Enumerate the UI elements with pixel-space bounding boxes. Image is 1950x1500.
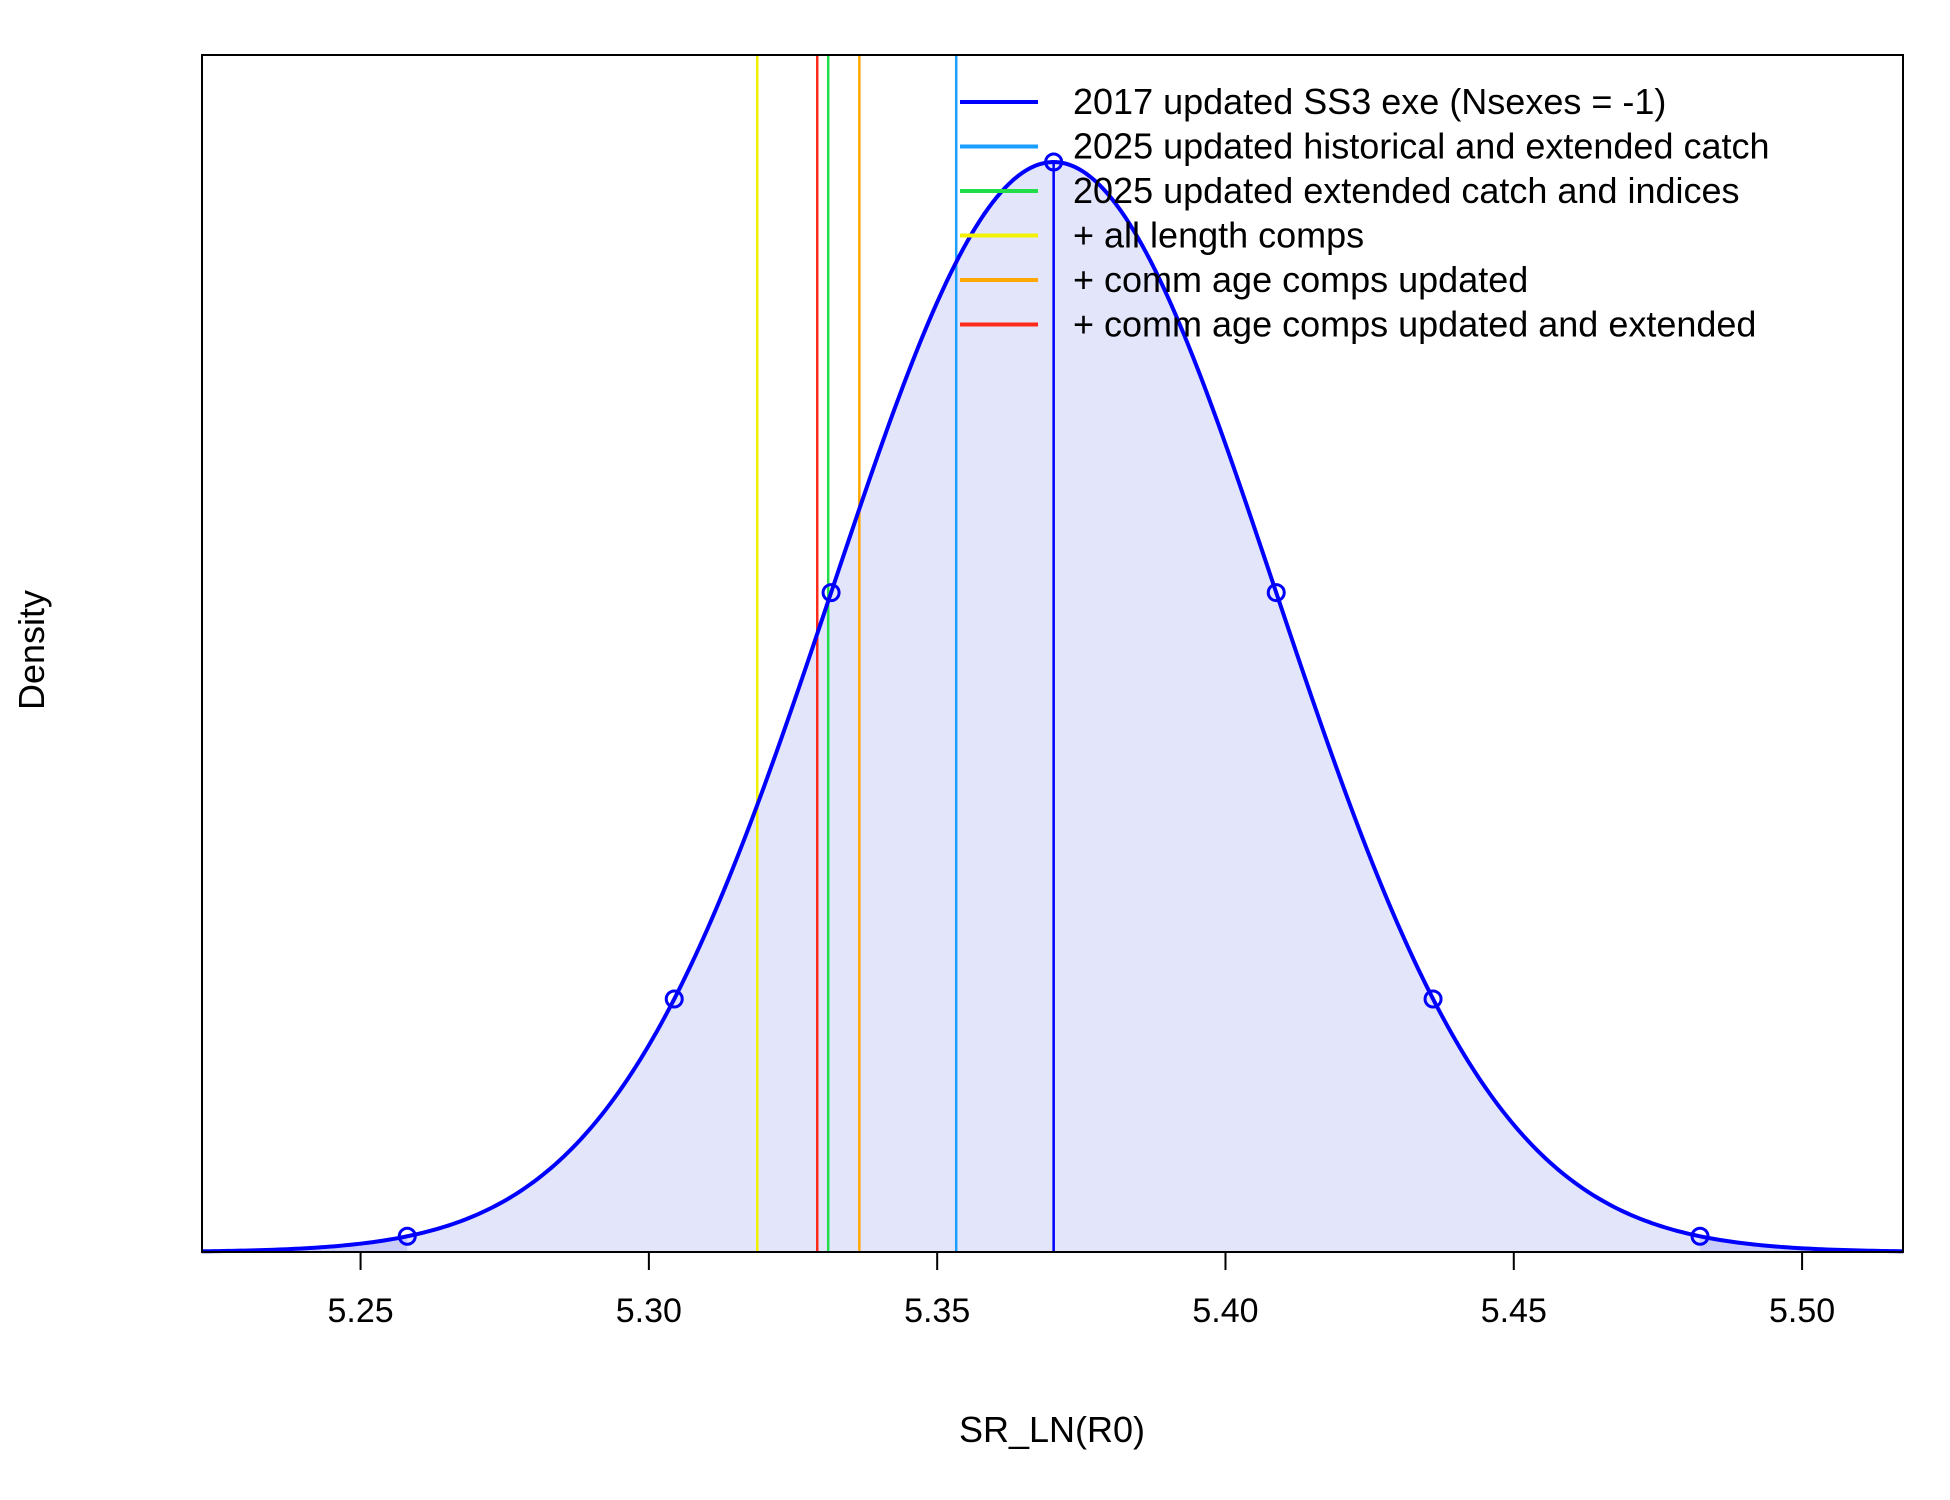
legend-label: + comm age comps updated and extended bbox=[1073, 304, 1756, 345]
legend-label: + all length comps bbox=[1073, 215, 1364, 256]
curve-point-1 bbox=[397, 1226, 417, 1246]
x-tick-label: 5.45 bbox=[1481, 1292, 1547, 1330]
legend-label: 2025 updated historical and extended cat… bbox=[1073, 126, 1770, 167]
legend-label: 2017 updated SS3 exe (Nsexes = -1) bbox=[1073, 81, 1666, 122]
x-axis-title: SR_LN(R0) bbox=[959, 1409, 1145, 1450]
x-tick-label: 5.40 bbox=[1192, 1292, 1258, 1330]
x-tick-label: 5.30 bbox=[616, 1292, 682, 1330]
right-tail-shade bbox=[1700, 1236, 1903, 1252]
legend: 2017 updated SS3 exe (Nsexes = -1)2025 u… bbox=[960, 81, 1770, 345]
legend-label: 2025 updated extended catch and indices bbox=[1073, 170, 1740, 211]
x-tick-label: 5.25 bbox=[327, 1292, 393, 1330]
x-tick-label: 5.35 bbox=[904, 1292, 970, 1330]
curve-point-4 bbox=[1044, 152, 1064, 172]
curve-point-6 bbox=[1423, 989, 1443, 1009]
curve-point-3 bbox=[821, 583, 841, 603]
left-tail-shade bbox=[202, 1236, 408, 1252]
density-curve bbox=[201, 160, 1904, 1254]
plot-frame bbox=[201, 54, 1904, 1253]
plot-area bbox=[201, 54, 1904, 1254]
x-tick-label: 5.50 bbox=[1769, 1292, 1835, 1330]
y-axis-title: Density bbox=[11, 590, 52, 710]
curve-point-2 bbox=[664, 989, 684, 1009]
legend-label: + comm age comps updated bbox=[1073, 259, 1528, 300]
curve-point-5 bbox=[1266, 583, 1286, 603]
curve-point-7 bbox=[1690, 1226, 1710, 1246]
x-axis: 5.25 5.30 5.35 5.40 5.45 5.50 bbox=[327, 1252, 1835, 1330]
